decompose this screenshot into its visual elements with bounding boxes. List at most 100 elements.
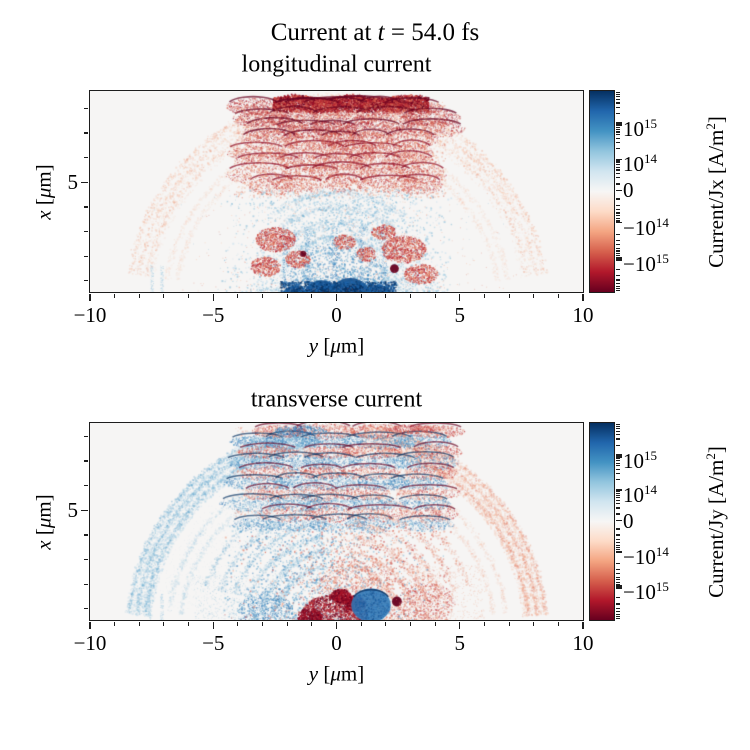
colorbar-label: Current/Jy [A/m2] xyxy=(703,445,728,598)
colorbar-tick-label: 0 xyxy=(623,508,634,533)
x-axis-label: y [μm] xyxy=(308,333,365,358)
tick-mark xyxy=(483,622,485,626)
x-tick-label: 0 xyxy=(331,303,342,327)
tick-mark xyxy=(188,622,190,626)
tick-mark xyxy=(616,268,620,270)
tick-mark xyxy=(616,568,620,571)
tick-mark xyxy=(616,456,620,458)
tick-mark xyxy=(616,550,620,553)
tick-mark xyxy=(616,492,620,494)
tick-mark xyxy=(81,181,88,183)
subplot-title: transverse current xyxy=(250,386,423,413)
x-tick-label: −5 xyxy=(202,303,225,327)
heatmap-canvas xyxy=(90,423,583,620)
tick-mark xyxy=(84,534,88,536)
tick-mark xyxy=(616,172,620,174)
tick-mark xyxy=(582,622,584,629)
tick-mark xyxy=(237,622,239,626)
colorbar-tick-label: −1014 xyxy=(623,544,669,570)
tick-mark xyxy=(616,254,620,256)
x-axis-label: y [μm] xyxy=(308,661,365,686)
tick-mark xyxy=(286,294,288,298)
tick-mark xyxy=(616,444,620,446)
tick-mark xyxy=(616,209,620,211)
tick-mark xyxy=(616,499,620,501)
tick-mark xyxy=(81,509,88,511)
tick-mark xyxy=(616,219,620,221)
tick-mark xyxy=(616,198,620,200)
tick-mark xyxy=(138,294,140,298)
tick-mark xyxy=(262,622,264,626)
tick-mark xyxy=(616,585,620,587)
tick-mark xyxy=(616,562,620,564)
tick-mark xyxy=(616,544,620,546)
tick-mark xyxy=(616,290,620,292)
tick-mark xyxy=(616,287,620,290)
tick-mark xyxy=(84,157,88,159)
tick-mark xyxy=(616,244,620,246)
x-tick-label: −5 xyxy=(202,631,225,655)
heatmap-canvas xyxy=(90,91,583,292)
x-tick-label: 5 xyxy=(454,303,466,327)
subplot-title: longitudinal current xyxy=(241,51,432,78)
tick-mark xyxy=(616,465,620,467)
tick-mark xyxy=(84,280,88,282)
tick-mark xyxy=(616,616,620,618)
tick-mark xyxy=(616,177,620,179)
tick-mark xyxy=(616,221,620,223)
tick-mark xyxy=(616,613,620,615)
colorbar-tick-label: 0 xyxy=(623,178,634,203)
tick-mark xyxy=(385,294,387,298)
colorbar xyxy=(589,422,615,621)
tick-mark xyxy=(616,247,620,249)
tick-mark xyxy=(616,162,620,164)
tick-mark xyxy=(616,542,620,544)
tick-mark xyxy=(533,294,535,298)
tick-mark xyxy=(616,597,620,599)
tick-mark xyxy=(616,125,620,127)
tick-mark xyxy=(616,438,620,440)
tick-mark xyxy=(582,294,584,301)
tick-mark xyxy=(616,129,620,131)
tick-mark xyxy=(616,126,620,129)
plot-area xyxy=(89,90,584,293)
tick-mark xyxy=(616,148,620,150)
tick-mark xyxy=(616,256,620,258)
y-tick-label: 5 xyxy=(67,498,79,523)
tick-mark xyxy=(616,96,620,98)
tick-mark xyxy=(360,622,362,626)
x-tick-label: 10 xyxy=(572,631,594,655)
x-tick-label: 0 xyxy=(331,631,342,655)
tick-mark xyxy=(616,576,620,578)
tick-mark xyxy=(616,479,620,481)
tick-mark xyxy=(163,294,165,298)
tick-mark xyxy=(311,294,313,298)
tick-mark xyxy=(84,255,88,257)
tick-mark xyxy=(616,472,620,475)
tick-mark xyxy=(616,507,620,509)
tick-mark xyxy=(616,519,622,522)
tick-mark xyxy=(616,250,620,252)
tick-mark xyxy=(188,294,190,298)
tick-mark xyxy=(409,294,411,298)
tick-mark xyxy=(616,212,620,214)
tick-mark xyxy=(616,583,620,585)
tick-mark xyxy=(409,622,411,626)
tick-mark xyxy=(616,112,620,115)
tick-mark xyxy=(616,513,620,515)
x-tick-label: −10 xyxy=(73,631,107,655)
tick-mark xyxy=(84,132,88,134)
tick-mark xyxy=(616,434,620,436)
tick-mark xyxy=(212,294,214,301)
tick-mark xyxy=(616,503,620,505)
tick-mark xyxy=(212,622,214,629)
tick-mark xyxy=(616,91,620,93)
tick-mark xyxy=(616,607,620,609)
tick-mark xyxy=(616,423,620,425)
tick-mark xyxy=(138,622,140,626)
tick-mark xyxy=(616,252,620,254)
tick-mark xyxy=(616,239,620,242)
tick-mark xyxy=(84,231,88,233)
tick-mark xyxy=(335,622,338,629)
tick-mark xyxy=(616,610,620,613)
